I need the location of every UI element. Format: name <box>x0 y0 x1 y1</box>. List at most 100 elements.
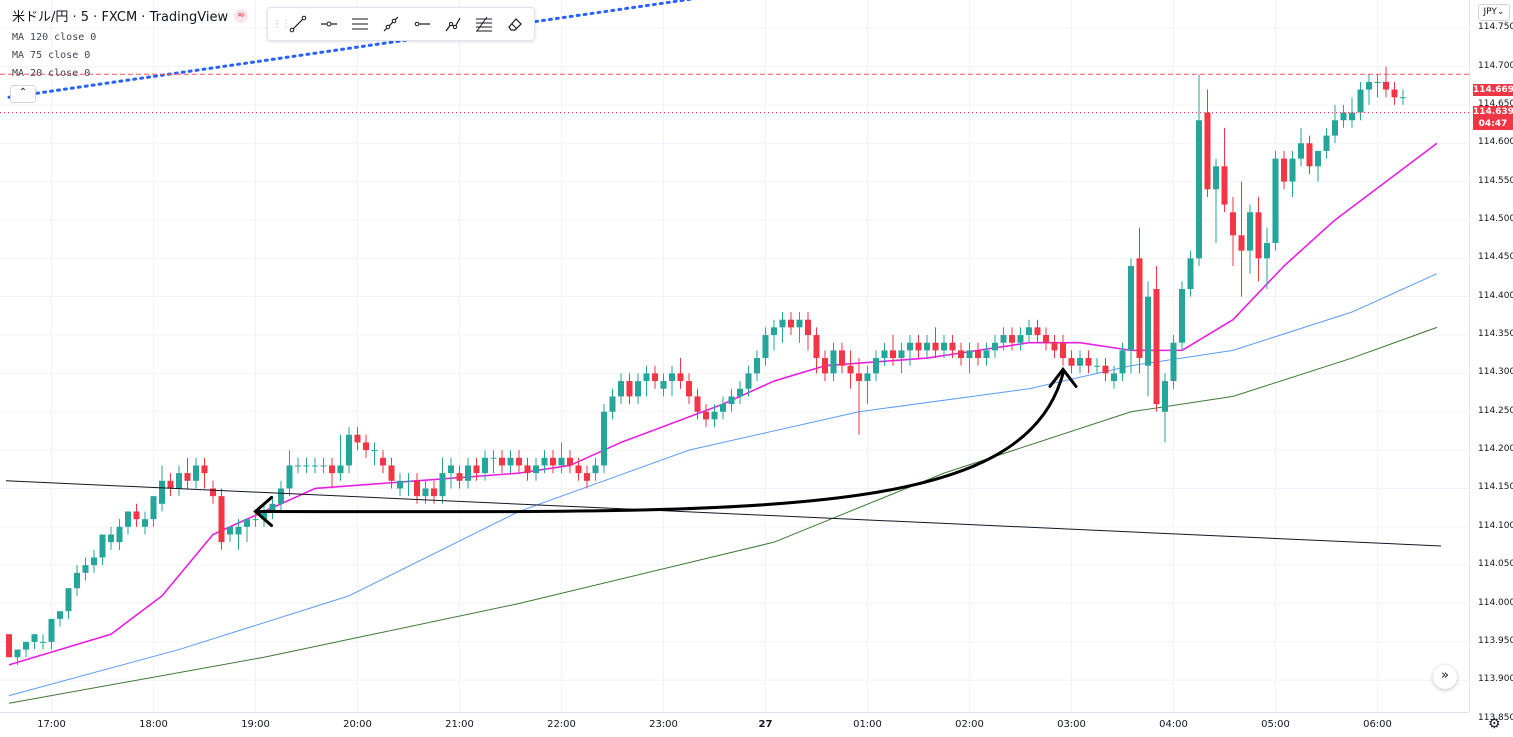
candle-body <box>1102 365 1109 374</box>
candle-body <box>456 473 463 481</box>
candle-body <box>669 373 675 382</box>
path-icon[interactable] <box>437 9 468 39</box>
candle-body <box>133 511 140 520</box>
candle-body <box>983 350 990 359</box>
price-tick-label: 114.250 <box>1478 405 1513 416</box>
candle-body <box>448 465 454 474</box>
candle-body <box>490 457 497 459</box>
candle-body <box>1128 265 1134 351</box>
arrow-head-left <box>253 495 273 527</box>
fib-retracement-icon[interactable] <box>468 9 499 39</box>
candle-body <box>1255 212 1262 259</box>
indicator-ma20[interactable]: MA 20 close 0 <box>12 68 91 79</box>
time-tick-label: 01:00 <box>853 719 882 730</box>
price-tick-label: 113.900 <box>1478 674 1513 685</box>
candle-body <box>609 396 616 412</box>
candle-body <box>14 649 21 658</box>
time-tick-label: 20:00 <box>343 719 372 730</box>
candle-body <box>1230 212 1236 236</box>
candle-body <box>779 319 786 328</box>
candle-body <box>1298 143 1304 159</box>
candle-body <box>584 473 590 481</box>
collapse-legend-button[interactable]: ⌃ <box>10 85 36 103</box>
chart-canvas[interactable] <box>0 0 1469 712</box>
candle-body <box>184 473 191 481</box>
time-tick-label: 03:00 <box>1057 719 1086 730</box>
gear-icon[interactable]: ⚙ <box>1488 716 1501 732</box>
candle-body <box>439 473 446 497</box>
drag-handle-icon[interactable]: ⋮⋮ <box>272 18 291 30</box>
candle-body <box>541 457 548 466</box>
candle-body <box>252 519 259 521</box>
chevron-down-icon: ⌄ <box>1496 7 1505 17</box>
candle-body <box>201 465 208 474</box>
horizontal-ray-icon[interactable] <box>313 9 344 39</box>
wave-icon[interactable]: ≈ <box>234 8 249 23</box>
candle-body <box>1323 135 1330 151</box>
time-tick-label: 27 <box>758 719 773 730</box>
candle-body <box>1357 89 1364 113</box>
arrow-head-up <box>1048 366 1078 388</box>
horizontal-line-icon[interactable] <box>406 9 437 39</box>
symbol-title[interactable]: 米ドル/円 · 5 · FXCM · TradingView <box>12 10 229 25</box>
candle-body <box>65 588 72 612</box>
candle-body <box>1077 358 1083 366</box>
candle-body <box>677 373 684 382</box>
trendline-black <box>5 480 1442 547</box>
candle-body <box>524 465 531 474</box>
price-tick-label: 114.450 <box>1478 252 1513 263</box>
time-tick-label: 02:00 <box>955 719 984 730</box>
candle-body <box>1315 150 1321 167</box>
candle-body <box>516 457 522 466</box>
scroll-to-realtime-button[interactable]: » <box>1433 665 1457 689</box>
candle-body <box>949 342 956 351</box>
candle-body <box>269 503 276 512</box>
candle-body <box>1170 342 1177 382</box>
extended-line-icon[interactable] <box>375 9 406 39</box>
candle-body <box>167 480 174 489</box>
candle-body <box>312 465 318 467</box>
price-tick-label: 114.550 <box>1478 175 1513 186</box>
eraser-icon[interactable] <box>499 9 530 39</box>
candle-body <box>686 381 692 397</box>
price-tick-label: 114.000 <box>1478 597 1513 608</box>
candle-body <box>473 465 480 474</box>
candle-body <box>1068 358 1075 366</box>
ma120-line <box>8 326 1438 704</box>
candle-body <box>1187 258 1194 290</box>
trend-line-icon[interactable] <box>282 9 313 39</box>
candle-body <box>1060 342 1066 359</box>
indicator-ma120[interactable]: MA 120 close 0 <box>12 32 97 43</box>
candle-body <box>788 319 794 328</box>
candle-body <box>116 526 123 543</box>
candle-body <box>278 488 284 504</box>
candle-body <box>1374 81 1381 83</box>
candle-layer <box>6 66 1406 665</box>
candle-body <box>660 381 667 389</box>
candle-body <box>762 335 769 359</box>
candle-body <box>125 511 131 527</box>
candle-body <box>601 411 607 466</box>
candle-body <box>150 496 157 520</box>
ma75-line <box>8 273 1438 697</box>
candle-body <box>388 465 395 481</box>
indicator-ma75[interactable]: MA 75 close 0 <box>12 50 91 61</box>
price-tick-label: 114.300 <box>1478 367 1513 378</box>
candle-body <box>1204 112 1211 190</box>
candle-body <box>1281 158 1287 182</box>
candle-body <box>856 373 862 382</box>
candle-body <box>728 396 735 405</box>
candle-body <box>1272 158 1279 243</box>
drawing-toolbar: ⋮⋮ <box>267 7 535 41</box>
candle-body <box>966 350 973 359</box>
candle-body <box>907 342 913 351</box>
candle-body <box>1349 112 1355 121</box>
time-axis[interactable]: 17:00 18:00 19:00 20:00 21:00 22:00 23:00 27 01:… <box>0 712 1469 737</box>
candle-body <box>1026 327 1032 336</box>
currency-button[interactable]: JPY⌄ <box>1478 4 1510 21</box>
candle-body <box>320 465 327 467</box>
candle-body <box>890 350 896 359</box>
parallel-channel-icon[interactable] <box>344 9 375 39</box>
candle-body <box>626 381 633 397</box>
arrow-curve <box>254 371 1065 514</box>
